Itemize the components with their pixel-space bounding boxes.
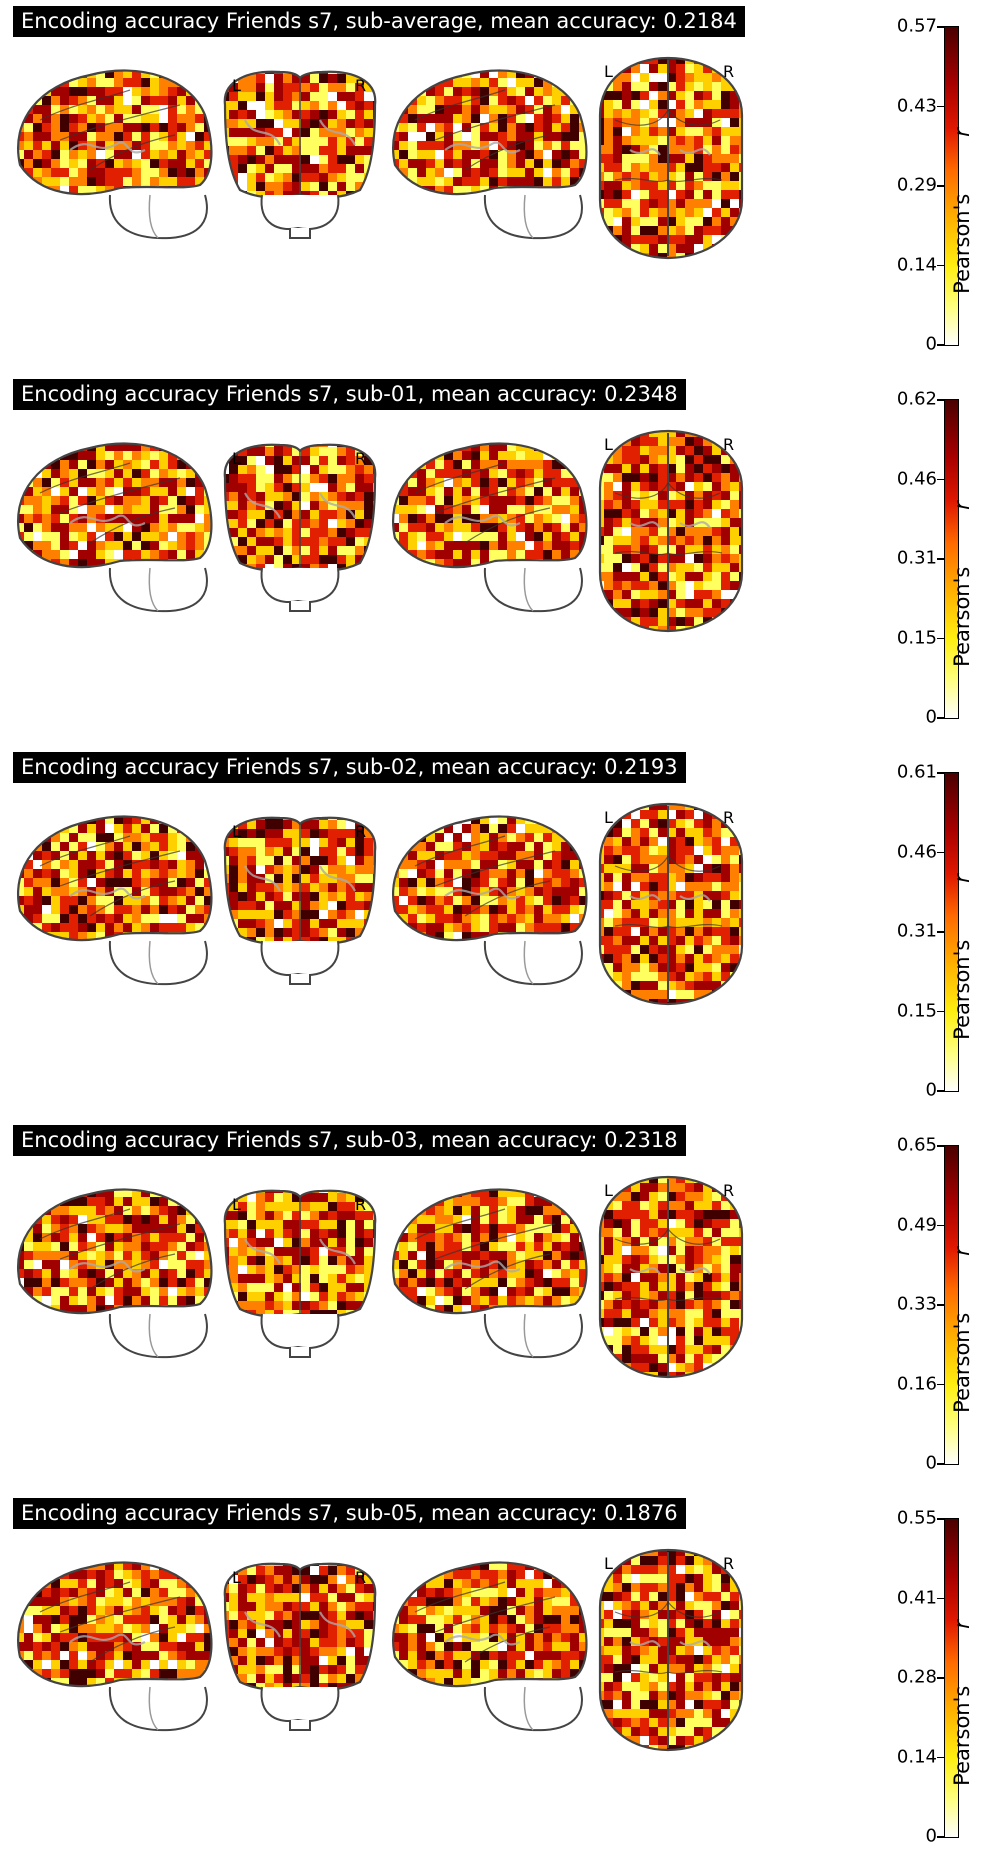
- colorbar-tick-label: 0.14: [897, 1746, 937, 1767]
- hemisphere-left-label: L: [232, 822, 241, 841]
- colorbar-tick-label: 0.31: [897, 548, 937, 569]
- colorbar-tick: [937, 26, 944, 28]
- glass-brain-views: [0, 746, 930, 1116]
- colorbar-tick: [937, 1384, 944, 1386]
- colorbar-tick: [937, 1090, 944, 1092]
- colorbar-tick: [937, 106, 944, 108]
- colorbar-tick-label: 0: [926, 334, 937, 355]
- brain-panel: Encoding accuracy Friends s7, sub-01, me…: [0, 373, 1004, 743]
- colorbar-tick: [937, 1518, 944, 1520]
- hemisphere-right-label: R: [355, 76, 366, 95]
- colorbar-tick: [937, 1757, 944, 1759]
- hemisphere-right-label: R: [355, 822, 366, 841]
- colorbar-tick: [937, 558, 944, 560]
- colorbar-tick-label: 0.46: [897, 841, 937, 862]
- glass-brain-views: [0, 373, 930, 743]
- hemisphere-right-label: R: [355, 1568, 366, 1587]
- colorbar-tick: [937, 931, 944, 933]
- brain-panel: Encoding accuracy Friends s7, sub-05, me…: [0, 1492, 1004, 1862]
- colorbar-tick-label: 0.31: [897, 921, 937, 942]
- colorbar-tick: [937, 479, 944, 481]
- colorbar-tick-label: 0.61: [897, 762, 937, 783]
- colorbar-tick: [937, 852, 944, 854]
- colorbar-tick: [937, 717, 944, 719]
- colorbar-tick: [937, 1145, 944, 1147]
- glass-brain-views: [0, 0, 930, 370]
- hemisphere-left-label: L: [604, 62, 613, 81]
- colorbar-tick-label: 0.46: [897, 468, 937, 489]
- colorbar-tick: [937, 638, 944, 640]
- hemisphere-left-label: L: [232, 1195, 241, 1214]
- colorbar-tick: [937, 1463, 944, 1465]
- colorbar-tick: [937, 1677, 944, 1679]
- hemisphere-left-label: L: [604, 808, 613, 827]
- hemisphere-right-label: R: [355, 1195, 366, 1214]
- hemisphere-left-label: L: [604, 1554, 613, 1573]
- colorbar-tick-label: 0: [926, 1080, 937, 1101]
- glass-brain-views: [0, 1492, 930, 1862]
- colorbar-tick-label: 0.41: [897, 1587, 937, 1608]
- colorbar-tick-label: 0: [926, 707, 937, 728]
- colorbar-tick: [937, 772, 944, 774]
- colorbar-tick: [937, 1836, 944, 1838]
- hemisphere-left-label: L: [232, 76, 241, 95]
- hemisphere-left-label: L: [604, 1181, 613, 1200]
- colorbar-tick-label: 0.15: [897, 627, 937, 648]
- colorbar-tick-label: 0.29: [897, 175, 937, 196]
- brain-panel: Encoding accuracy Friends s7, sub-averag…: [0, 0, 1004, 370]
- hemisphere-right-label: R: [355, 449, 366, 468]
- colorbar-tick: [937, 1225, 944, 1227]
- colorbar-tick-label: 0.28: [897, 1667, 937, 1688]
- hemisphere-left-label: L: [232, 449, 241, 468]
- colorbar-tick-label: 0.43: [897, 95, 937, 116]
- colorbar-tick-label: 0: [926, 1453, 937, 1474]
- hemisphere-right-label: R: [723, 1181, 734, 1200]
- colorbar-tick: [937, 1011, 944, 1013]
- colorbar-tick-label: 0.55: [897, 1508, 937, 1529]
- colorbar-tick-label: 0.15: [897, 1000, 937, 1021]
- colorbar-tick: [937, 344, 944, 346]
- colorbar-tick-label: 0.14: [897, 254, 937, 275]
- hemisphere-left-label: L: [232, 1568, 241, 1587]
- colorbar-tick-label: 0.57: [897, 16, 937, 37]
- glass-brain-views: [0, 1119, 930, 1489]
- colorbar-tick-label: 0.65: [897, 1135, 937, 1156]
- colorbar-tick-label: 0.49: [897, 1214, 937, 1235]
- hemisphere-right-label: R: [723, 808, 734, 827]
- colorbar-tick-label: 0: [926, 1826, 937, 1847]
- colorbar-tick: [937, 1598, 944, 1600]
- hemisphere-right-label: R: [723, 435, 734, 454]
- brain-panel: Encoding accuracy Friends s7, sub-03, me…: [0, 1119, 1004, 1489]
- colorbar-tick-label: 0.16: [897, 1373, 937, 1394]
- hemisphere-right-label: R: [723, 1554, 734, 1573]
- colorbar-tick: [937, 185, 944, 187]
- colorbar-tick: [937, 399, 944, 401]
- colorbar-tick: [937, 265, 944, 267]
- hemisphere-left-label: L: [604, 435, 613, 454]
- colorbar-tick-label: 0.33: [897, 1294, 937, 1315]
- hemisphere-right-label: R: [723, 62, 734, 81]
- colorbar-tick-label: 0.62: [897, 389, 937, 410]
- brain-panel: Encoding accuracy Friends s7, sub-02, me…: [0, 746, 1004, 1116]
- colorbar-tick: [937, 1304, 944, 1306]
